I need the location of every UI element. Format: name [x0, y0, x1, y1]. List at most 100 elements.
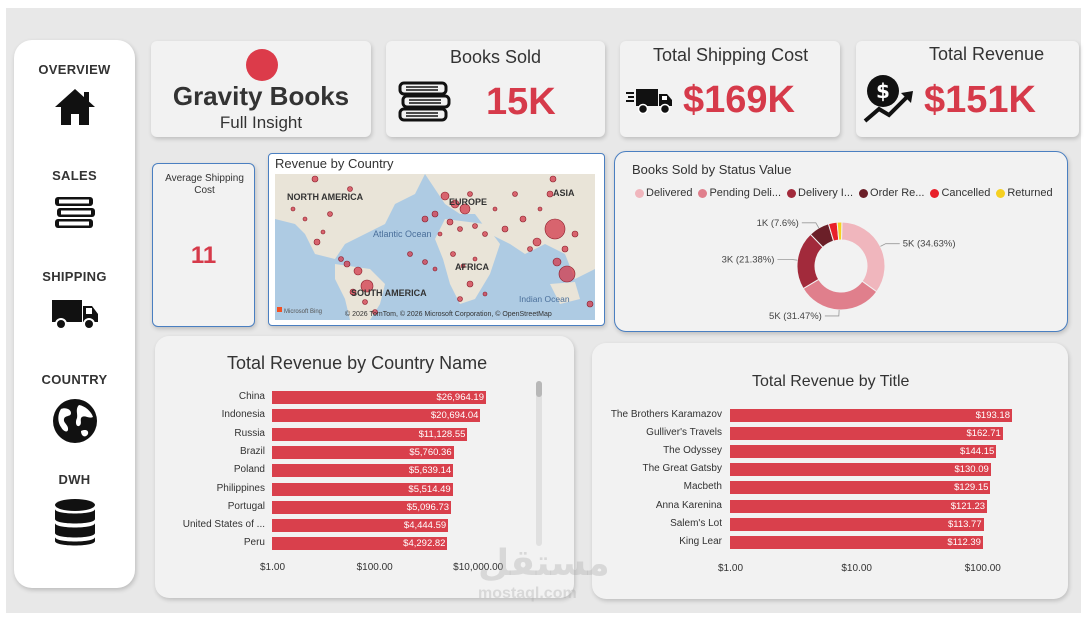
x-axis-tick: $100.00 [964, 563, 1001, 574]
bar[interactable] [730, 517, 984, 531]
map-label-asia: ASIA [553, 188, 575, 198]
map-card[interactable]: Revenue by Country NORTH AMERICA [268, 153, 605, 326]
nav-overview[interactable]: OVERVIEW [14, 62, 135, 127]
map-label-europe: EUROPE [449, 197, 487, 207]
bar-category-label: King Lear [679, 535, 722, 547]
nav-shipping[interactable]: SHIPPING [14, 269, 135, 332]
bar[interactable] [272, 519, 449, 533]
bar-value-label: $113.77 [947, 518, 982, 530]
bar-value-label: $130.09 [954, 464, 989, 476]
map-bubbles [290, 175, 594, 315]
bar[interactable] [272, 500, 452, 514]
donut-slice[interactable] [836, 221, 843, 241]
bar-category-label: Poland [233, 464, 265, 476]
country-revenue-title: Total Revenue by Country Name [227, 353, 488, 373]
bar-category-label: Brazil [239, 445, 265, 457]
bar[interactable] [730, 481, 991, 495]
x-axis-tick: $10,000.00 [453, 562, 504, 573]
kpi-revenue-value: $151K [924, 79, 1036, 121]
country-scrollbar-thumb[interactable] [536, 381, 542, 397]
legend-label: Returned [1007, 187, 1053, 199]
legend-item[interactable]: Returned [996, 187, 1053, 199]
legend-label: Order Re... [870, 187, 925, 199]
bar[interactable] [730, 463, 991, 477]
title-revenue-card: Total Revenue by Title The Brothers Kara… [592, 343, 1068, 599]
nav-sales[interactable]: SALES [14, 168, 135, 233]
svg-text:$: $ [876, 79, 890, 103]
bar-value-label: $5,639.14 [408, 465, 452, 477]
truck-icon [51, 300, 98, 330]
donut-data-label: 5K (31.47%) [769, 311, 822, 322]
map-label-atlantic: Atlantic Ocean [373, 229, 432, 239]
kpi-books-sold-card: Books Sold 15K [386, 41, 605, 137]
books-icon [54, 197, 95, 228]
database-icon [54, 499, 95, 546]
legend-swatch [698, 188, 708, 198]
bar[interactable] [730, 535, 983, 549]
bar[interactable] [272, 427, 468, 441]
money-growth-icon: $ [863, 75, 913, 123]
legend-item[interactable]: Delivered [635, 187, 692, 199]
brand-subtitle: Full Insight [219, 113, 303, 132]
legend-label: Delivered [646, 187, 693, 199]
bar[interactable] [730, 409, 1012, 422]
donut-slice[interactable] [802, 278, 878, 311]
map-label-south-america: SOUTH AMERICA [351, 288, 427, 298]
legend-item[interactable]: Cancelled [930, 187, 990, 199]
bar[interactable] [272, 445, 454, 459]
bar[interactable] [272, 409, 481, 423]
legend-item[interactable]: Delivery I... [787, 187, 853, 199]
x-axis-tick: $10.00 [841, 563, 872, 574]
bar[interactable] [272, 537, 448, 551]
donut-leader-line [777, 258, 798, 261]
kpi-books-sold-title: Books Sold [450, 47, 542, 67]
legend-item[interactable]: Order Re... [859, 187, 924, 199]
bar-value-label: $121.23 [950, 500, 986, 512]
status-donut-chart[interactable]: 5K (34.63%) 5K (31.47%) 3K (21.38%) 1K (7.6… [615, 152, 1069, 333]
bar-category-label: Russia [234, 427, 265, 439]
map-title: Revenue by Country [275, 156, 394, 171]
x-axis-tick: $1.00 [718, 563, 744, 574]
legend-label: Cancelled [941, 187, 991, 199]
kpi-shipping-title: Total Shipping Cost [653, 45, 809, 65]
watermark-arabic: مستقل [478, 543, 610, 584]
map-attribution[interactable]: © 2026 TomTom, © 2026 Microsoft Corporat… [345, 310, 552, 318]
nav-dwh[interactable]: DWH [14, 472, 135, 549]
bar[interactable] [730, 499, 988, 513]
bar[interactable] [730, 445, 997, 459]
bar-value-label: $5,096.73 [406, 501, 450, 513]
legend-label: Delivery I... [798, 187, 854, 199]
world-map: NORTH AMERICA EUROPE ASIA Atlantic Ocean… [275, 174, 595, 320]
bar-value-label: $144.15 [959, 446, 995, 458]
bar-category-label: Gulliver's Travels [646, 427, 722, 439]
bar-category-label: The Great Gatsby [642, 463, 722, 475]
bar-category-label: The Odyssey [663, 445, 722, 457]
kpi-revenue-title: Total Revenue [929, 44, 1045, 64]
nav-country[interactable]: COUNTRY [14, 372, 135, 445]
brand-title: Gravity Books [172, 81, 350, 111]
bar[interactable] [272, 482, 453, 496]
nav-overview-label: OVERVIEW [38, 62, 111, 77]
legend-item[interactable]: Pending Deli... [698, 187, 781, 199]
sidebar-nav: OVERVIEW SALES SHIPPING COUNTRY [14, 40, 135, 588]
x-axis-tick: $1.00 [260, 562, 286, 573]
map-bing-logo: Microsoft Bing [284, 309, 322, 315]
donut-slice[interactable] [841, 221, 886, 293]
avg-shipping-title: Average Shipping Cost [165, 173, 244, 196]
kpi-revenue-card: Total Revenue $ $151K [856, 41, 1079, 137]
bar[interactable] [272, 464, 454, 478]
bar-value-label: $4,444.59 [403, 520, 447, 532]
map-label-north-america: NORTH AMERICA [287, 192, 364, 202]
bar-category-label: The Brothers Karamazov [610, 409, 722, 420]
bar-value-label: $112.39 [947, 536, 981, 548]
bar-value-label: $20,694.04 [430, 410, 479, 422]
nav-country-label: COUNTRY [41, 372, 108, 387]
country-scrollbar-track[interactable] [536, 381, 542, 546]
kpi-shipping-card: Total Shipping Cost $169K [620, 41, 840, 137]
bar-category-label: United States of ... [182, 519, 265, 531]
bar-value-label: $162.71 [966, 428, 1001, 440]
bar[interactable] [730, 427, 1003, 441]
bar[interactable] [272, 391, 486, 404]
bar-value-label: $193.18 [975, 410, 1010, 421]
donut-leader-line [880, 243, 900, 247]
